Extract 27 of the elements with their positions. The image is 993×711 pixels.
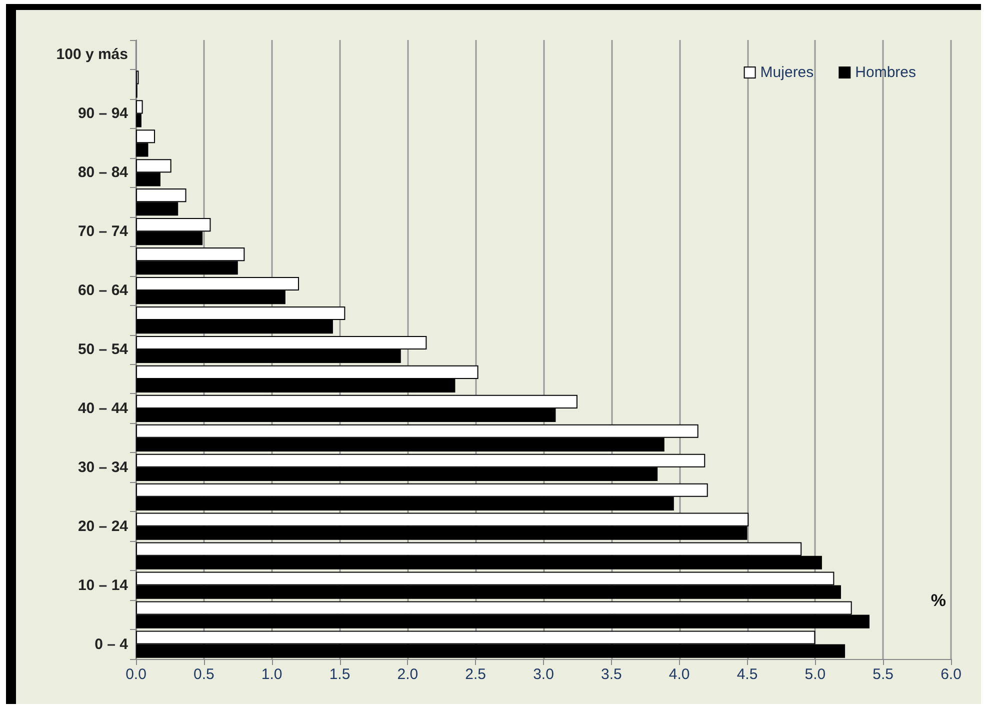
- x-tick-label: 2.0: [397, 666, 418, 683]
- x-tick-label: 5.0: [804, 666, 826, 683]
- y-tick-label: 70 – 74: [78, 223, 129, 240]
- y-tick-label: 60 – 64: [78, 282, 129, 300]
- y-tick-label: 40 – 44: [78, 400, 129, 417]
- y-tick-label: 10 – 14: [78, 576, 129, 594]
- y-tick-label: 80 – 84: [78, 164, 129, 182]
- y-tick-label: 100 y más: [56, 46, 128, 64]
- x-tick-label: 4.5: [736, 666, 758, 683]
- x-tick-label: 0.5: [193, 666, 214, 683]
- y-tick-label: 0 – 4: [94, 636, 129, 653]
- y-tick-label: 50 – 54: [78, 341, 129, 358]
- legend-label: Hombres: [855, 64, 916, 81]
- x-tick-label: 3.5: [600, 666, 622, 683]
- x-tick-label: 1.0: [261, 666, 282, 683]
- annotation: %: [930, 591, 946, 610]
- x-tick-label: 6.0: [940, 666, 962, 683]
- x-tick-label: 5.5: [872, 666, 894, 683]
- y-tick-label: 90 – 94: [78, 105, 129, 122]
- x-tick-label: 2.5: [465, 666, 486, 683]
- x-tick-label: 4.0: [668, 666, 690, 683]
- legend-label: Mujeres: [760, 64, 814, 81]
- y-tick-label: 30 – 34: [78, 458, 129, 476]
- x-tick-label: 0.0: [126, 666, 146, 683]
- x-tick-label: 1.5: [329, 666, 350, 683]
- x-tick-label: 3.0: [533, 666, 554, 683]
- y-tick-label: 20 – 24: [78, 518, 129, 535]
